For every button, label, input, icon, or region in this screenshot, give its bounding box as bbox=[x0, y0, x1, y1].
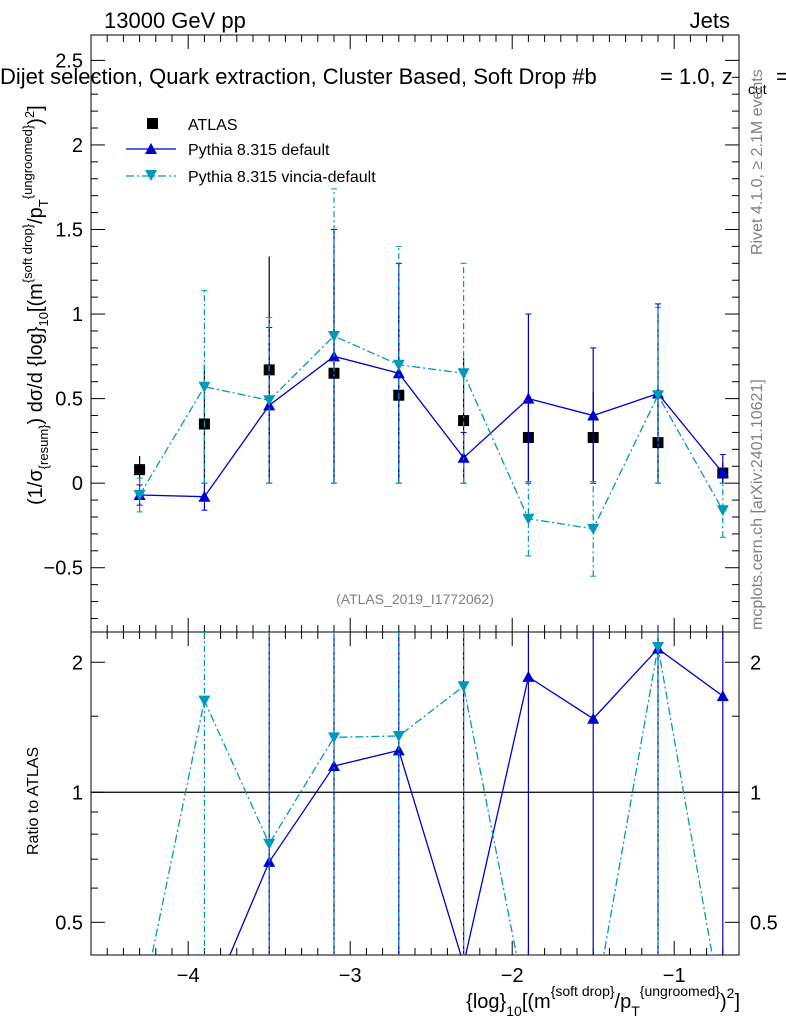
ratio-plot-data bbox=[151, 632, 729, 955]
rivet-version-label: Rivet 4.1.0, ≥ 2.1M events bbox=[749, 69, 766, 255]
legend: ATLAS Pythia 8.315 default Pythia 8.315 … bbox=[126, 117, 376, 186]
ratio-y-tick-label: 2 bbox=[72, 652, 83, 674]
analysis-watermark: (ATLAS_2019_I1772062) bbox=[336, 591, 494, 607]
xlabel-part-1: 10 bbox=[506, 1003, 522, 1019]
data-point-atlas bbox=[458, 415, 470, 427]
main-y-tick-label: 0 bbox=[72, 473, 83, 495]
header-collision: 13000 GeV pp bbox=[104, 8, 246, 33]
ylabel-part-8: {ungroomed} bbox=[20, 124, 35, 199]
data-point-pythia-8-315-vincia-default bbox=[263, 395, 276, 407]
main-y-tick-label: 2.5 bbox=[55, 50, 83, 72]
data-point-pythia-8-315-vincia-default bbox=[457, 368, 470, 380]
x-tick-label: −4 bbox=[177, 965, 200, 987]
plot-title-sub: cut bbox=[748, 81, 767, 97]
ratio-point-pythia-8-315-default bbox=[716, 690, 729, 702]
ylabel-part-11: ] bbox=[25, 105, 47, 111]
main-y-axis: −0.5 0 0.5 1 1.5 2 2.5 bbox=[44, 50, 739, 619]
legend-marker-vincia bbox=[145, 170, 157, 181]
data-point-pythia-8-315-default bbox=[587, 409, 600, 421]
ratio-point-pythia-8-315-vincia-default bbox=[198, 695, 211, 707]
legend-label-atlas: ATLAS bbox=[188, 117, 238, 134]
plot-title-end: = bbox=[776, 64, 786, 89]
legend-label-default: Pythia 8.315 default bbox=[188, 142, 330, 159]
data-point-pythia-8-315-vincia-default bbox=[652, 390, 664, 402]
data-point-pythia-8-315-vincia-default bbox=[198, 381, 211, 393]
main-y-tick-label: 1 bbox=[72, 304, 83, 326]
xlabel-part-3: {soft drop} bbox=[551, 983, 615, 999]
ratio-y-tick-label-right: 0.5 bbox=[750, 912, 778, 934]
ratio-line-pythia-8-315-default bbox=[229, 647, 724, 955]
ratio-point-pythia-8-315-default bbox=[328, 760, 340, 772]
data-point-pythia-8-315-vincia-default bbox=[587, 523, 600, 535]
ylabel-part-0: (1/σ bbox=[25, 469, 47, 505]
ratio-y-axis: 0.5 0.5 1 1 2 2 bbox=[55, 652, 778, 934]
ratio-point-pythia-8-315-vincia-default bbox=[392, 730, 405, 742]
x-tick-label: −1 bbox=[663, 965, 686, 987]
data-point-pythia-8-315-vincia-default bbox=[133, 490, 146, 502]
xlabel-part-8: 2 bbox=[727, 985, 735, 1001]
plot-title-suffix: = 1.0, z bbox=[660, 64, 733, 89]
ratio-y-tick-label: 0.5 bbox=[55, 912, 83, 934]
series-line-pythia-8-315-vincia-default bbox=[139, 335, 724, 530]
ylabel-part-9: ) bbox=[25, 118, 47, 125]
ylabel-part-6: /p bbox=[25, 207, 47, 224]
ylabel-part-4: [(m bbox=[25, 283, 47, 312]
legend-label-vincia: Pythia 8.315 vincia-default bbox=[188, 169, 376, 186]
xlabel-part-9: ] bbox=[734, 991, 740, 1013]
ratio-point-pythia-8-315-vincia-default bbox=[263, 838, 276, 850]
ylabel-part-10: 2 bbox=[22, 111, 37, 118]
mcplots-label: mcplots.cern.ch [arXiv:2401.10621] bbox=[749, 379, 766, 630]
data-point-pythia-8-315-default bbox=[522, 392, 535, 404]
ratio-y-tick-label-right: 2 bbox=[750, 652, 761, 674]
data-point-pythia-8-315-default bbox=[198, 490, 211, 502]
main-y-tick-label: 2 bbox=[72, 135, 83, 157]
ratio-plot-frame bbox=[90, 631, 740, 956]
ratio-point-pythia-8-315-default bbox=[522, 670, 535, 682]
xlabel-part-5: T bbox=[631, 1003, 640, 1019]
legend-marker-default bbox=[145, 143, 157, 154]
main-y-tick-label: −0.5 bbox=[44, 558, 83, 580]
ylabel-part-1: {resum} bbox=[36, 424, 51, 469]
xlabel-part-0: {log} bbox=[466, 991, 506, 1013]
xlabel-part-2: [(m bbox=[522, 991, 551, 1013]
xlabel-part-6: {ungroomed} bbox=[640, 983, 721, 999]
data-point-pythia-8-315-vincia-default bbox=[522, 513, 535, 525]
main-y-axis-label: (1/σ{resum}) dσ/d {log}10[(m{soft drop}/… bbox=[20, 105, 51, 505]
xlabel-part-4: /p bbox=[615, 991, 632, 1013]
ratio-y-tick-label: 1 bbox=[72, 782, 83, 804]
ratio-point-pythia-8-315-vincia-default bbox=[457, 681, 470, 693]
main-y-tick-label: 0.5 bbox=[55, 389, 83, 411]
ratio-point-pythia-8-315-vincia-default bbox=[328, 732, 340, 744]
main-plot-data bbox=[133, 188, 729, 577]
ylabel-part-7: T bbox=[36, 199, 51, 207]
ylabel-part-3: 10 bbox=[36, 312, 51, 326]
plot-title: Dijet selection, Quark extraction, Clust… bbox=[0, 64, 597, 89]
data-point-pythia-8-315-vincia-default bbox=[716, 505, 729, 517]
ylabel-part-2: ) dσ/d {log} bbox=[25, 326, 47, 424]
ratio-y-tick-label-right: 1 bbox=[750, 782, 761, 804]
data-point-atlas bbox=[134, 464, 146, 476]
main-y-tick-label: 1.5 bbox=[55, 219, 83, 241]
ylabel-part-5: {soft drop} bbox=[20, 223, 35, 283]
x-axis-label: {log}10[(m{soft drop}/pT{ungroomed})2] bbox=[466, 983, 740, 1019]
legend-marker-atlas bbox=[147, 118, 158, 129]
x-tick-label: −2 bbox=[501, 965, 524, 987]
x-tick-label: −3 bbox=[339, 965, 362, 987]
data-point-pythia-8-315-default bbox=[457, 451, 470, 463]
ratio-point-pythia-8-315-vincia-default bbox=[652, 641, 664, 653]
data-point-pythia-8-315-default bbox=[716, 467, 729, 479]
data-point-pythia-8-315-vincia-default bbox=[392, 359, 405, 371]
ratio-point-pythia-8-315-default bbox=[587, 712, 600, 724]
header-category: Jets bbox=[690, 8, 730, 33]
xlabel-part-7: ) bbox=[720, 991, 727, 1013]
series-line-pythia-8-315-default bbox=[139, 355, 724, 498]
ratio-y-axis-label: Ratio to ATLAS bbox=[25, 747, 42, 855]
data-point-pythia-8-315-vincia-default bbox=[328, 331, 340, 343]
data-point-pythia-8-315-default bbox=[392, 367, 405, 379]
ratio-line-pythia-8-315-vincia-default bbox=[151, 646, 713, 955]
